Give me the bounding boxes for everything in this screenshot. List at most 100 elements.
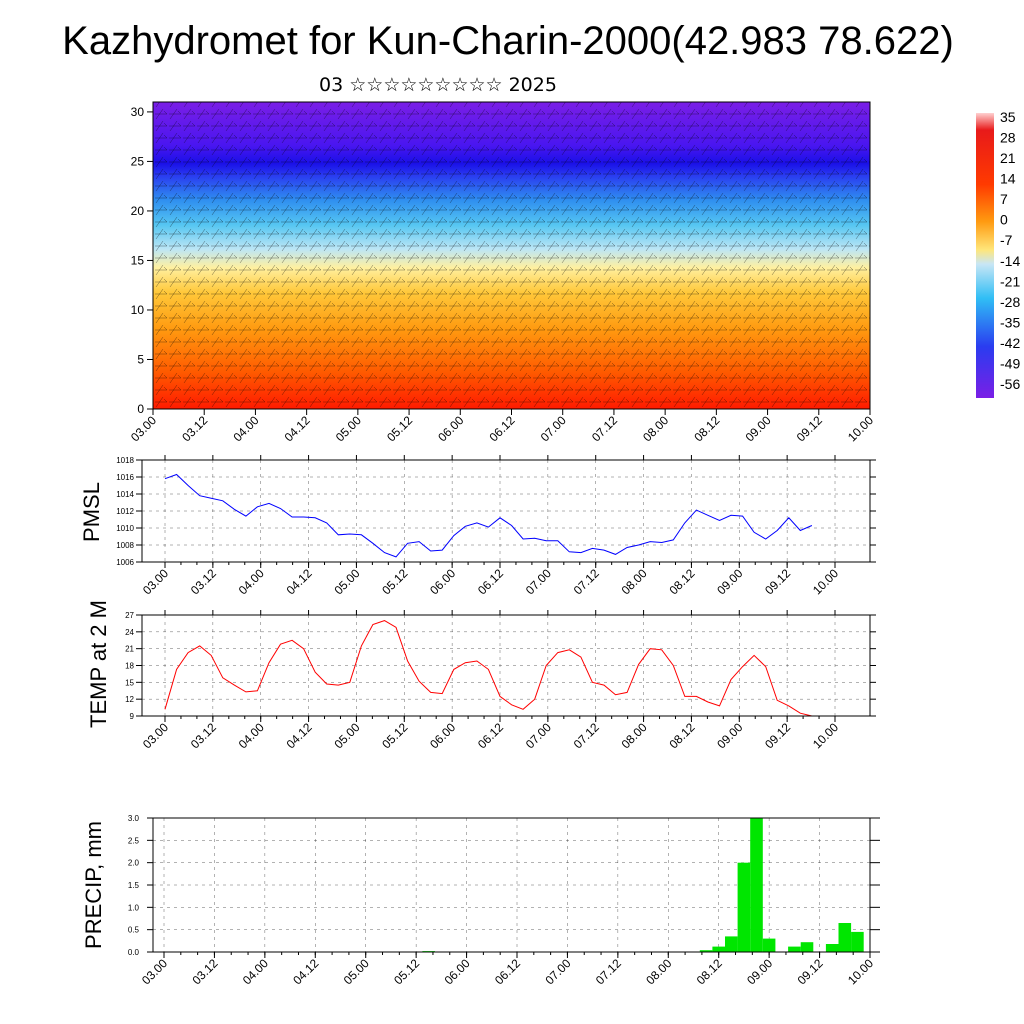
y-tick-label: 27 [125,611,134,620]
y-tick-label: 9 [130,712,135,721]
y-tick-label: 2.0 [128,859,140,868]
pmsl-series-line [164,473,813,558]
temp-panel: TEMP at 2 M 9 12 15 18 21 24 27 03.00 03.12 04.00… [86,600,876,751]
colorbar-label: -14 [1000,253,1020,269]
x-tick-label: 06.12 [475,720,506,751]
y-tick-label: 1016 [116,473,134,482]
x-tick-label: 05.12 [379,566,410,597]
temp-axes: 9 12 15 18 21 24 27 03.00 03.12 04.00 04.12 05.00 05… [125,610,876,751]
precip-bar [788,946,801,952]
cs-x-tick-label: 06.00 [435,413,466,444]
x-tick-label: 04.12 [284,566,315,597]
x-tick-label: 05.00 [341,956,372,987]
precip-ylabel: PRECIP, mm [81,821,106,949]
colorbar-label: -56 [1000,376,1020,392]
x-tick-label: 03.12 [188,720,219,751]
chart-subtitle: 03 ☆☆☆☆☆☆☆☆☆ 2025 [319,74,557,96]
x-tick-label: 06.12 [492,956,523,987]
y-tick-label: 1014 [116,490,134,499]
x-tick-label: 05.00 [331,720,362,751]
precip-bar [712,946,725,952]
cs-x-tick-label: 03.00 [128,413,159,444]
precip-panel: PRECIP, mm 0.0 0.5 1.0 1.5 2.0 2.5 3.0 03.00 03.… [81,814,880,987]
colorbar-labels: 35 28 21 14 7 0 -7 -14 -21 -28 -35 -42 -49 -56 [1000,109,1020,392]
cs-x-tick-label: 09.00 [743,413,774,444]
temp-series-line [164,620,813,717]
x-tick-label: 04.00 [236,720,267,751]
y-tick-label: 1008 [116,541,134,550]
colorbar-label: 28 [1000,130,1016,146]
colorbar-label: 35 [1000,109,1016,125]
precip-bars [422,818,864,952]
colorbar: 35 28 21 14 7 0 -7 -14 -21 -28 -35 -42 -49 -56 [976,109,1020,398]
x-tick-label: 07.12 [571,566,602,597]
precip-bar [725,936,738,952]
cs-x-tick-label: 03.12 [179,413,210,444]
y-tick-label: 1006 [116,558,134,567]
colorbar-label: 0 [1000,212,1008,228]
colorbar-label: 21 [1000,150,1016,166]
x-tick-label: 08.12 [666,720,697,751]
cross-section-panel: 0 5 10 15 20 25 30 03.00 03.12 04.00 04.12 05.00 05.… [128,101,876,444]
precip-axes: 0.0 0.5 1.0 1.5 2.0 2.5 3.0 03.00 03.12 04.00 04.1… [128,814,880,987]
colorbar-label: 14 [1000,171,1016,187]
colorbar-label: -35 [1000,314,1020,330]
cross-section-wind-barbs [153,102,870,409]
precip-bar [762,938,776,952]
x-tick-label: 06.00 [427,566,458,597]
x-tick-label: 04.12 [284,720,315,751]
y-tick-label: 0.0 [128,948,140,957]
y-tick-label: 15 [125,678,134,687]
precip-bar [699,950,713,952]
pmsl-panel: PMSL 1006 1008 1010 1012 1014 1016 1018 03.00 03… [79,455,876,597]
x-tick-label: 09.12 [762,720,793,751]
y-tick-label: 1.0 [128,903,140,912]
x-tick-label: 03.00 [139,956,170,987]
x-tick-label: 07.00 [523,566,554,597]
precip-bar [737,862,751,952]
x-tick-label: 09.00 [714,720,745,751]
colorbar-label: -7 [1000,232,1013,248]
x-tick-label: 09.12 [762,566,793,597]
x-tick-label: 10.00 [810,566,841,597]
x-tick-label: 07.12 [571,720,602,751]
x-tick-label: 07.12 [593,956,624,987]
x-tick-label: 03.00 [140,566,171,597]
cs-y-tick-label: 15 [131,253,145,267]
pmsl-axes: 1006 1008 1010 1012 1014 1016 1018 03.00 03.12 04… [116,455,876,597]
colorbar-gradient [976,113,994,398]
colorbar-label: 7 [1000,191,1008,207]
x-tick-label: 07.00 [523,720,554,751]
x-tick-label: 08.00 [619,566,650,597]
x-tick-label: 04.12 [290,956,321,987]
precip-bar [750,818,763,952]
cs-y-tick-label: 5 [137,352,144,366]
cs-x-tick-label: 10.00 [845,413,876,444]
y-tick-label: 1012 [116,507,134,516]
x-tick-label: 07.00 [542,956,573,987]
y-tick-label: 24 [125,628,134,637]
cs-x-tick-label: 06.12 [486,413,517,444]
pmsl-grid [142,459,870,563]
cs-x-tick-label: 07.00 [538,413,569,444]
cs-y-tick-label: 20 [131,204,145,218]
x-tick-label: 03.00 [140,720,171,751]
x-tick-label: 03.12 [188,566,219,597]
x-tick-label: 06.00 [427,720,458,751]
y-tick-label: 1.5 [128,881,140,890]
colorbar-label: -28 [1000,294,1020,310]
x-tick-label: 08.00 [643,956,674,987]
cs-x-tick-label: 04.12 [282,413,313,444]
cs-y-tick-label: 30 [131,105,145,119]
colorbar-label: -49 [1000,355,1020,371]
x-tick-label: 05.12 [391,956,422,987]
x-tick-label: 10.00 [845,956,876,987]
x-tick-label: 08.00 [619,720,650,751]
x-tick-label: 08.12 [666,566,697,597]
x-tick-label: 03.12 [189,956,220,987]
cs-x-tick-label: 09.12 [794,413,825,444]
x-tick-label: 06.12 [475,566,506,597]
x-tick-label: 09.12 [795,956,826,987]
precip-bar [851,931,864,952]
